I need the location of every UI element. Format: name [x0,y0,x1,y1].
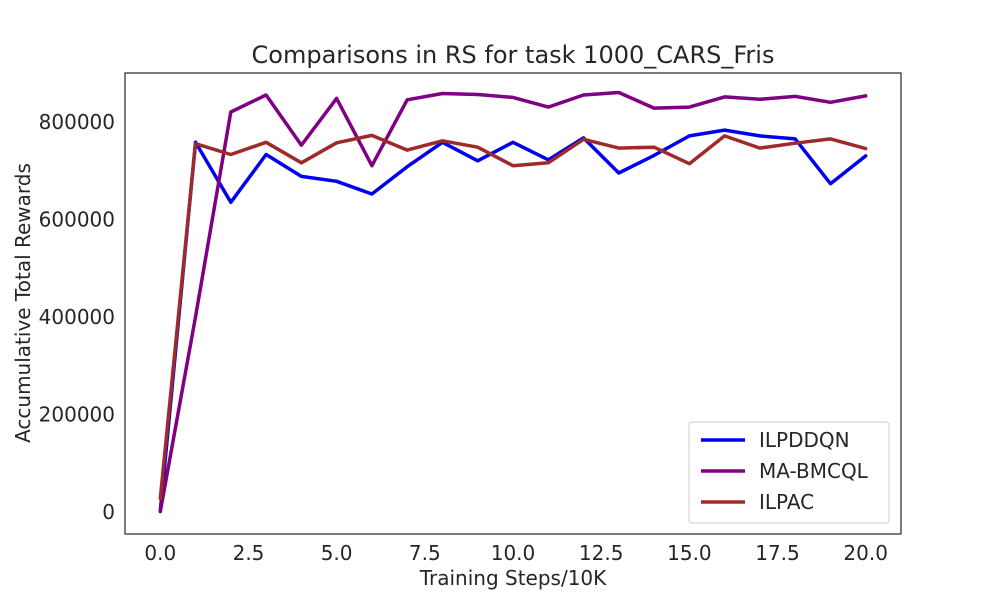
series-layer [158,90,868,514]
legend-label-ma-bmcql: MA-BMCQL [759,459,869,483]
series-line-ma-bmcql [158,90,868,514]
x-tick-label: 17.5 [755,541,800,565]
y-tick-label: 0 [102,500,115,524]
x-axis-label: Training Steps/10K [419,566,607,590]
legend-box [688,421,890,524]
y-axis-label: Accumulative Total Rewards [11,163,35,443]
x-tick-label: 5.0 [321,541,353,565]
x-tick-label: 10.0 [491,541,536,565]
series-line-ilpac [158,133,868,501]
x-tick-label: 12.5 [579,541,624,565]
legend-label-ilpac: ILPAC [759,490,814,514]
x-tick-label: 7.5 [409,541,441,565]
legend: ILPDDQN MA-BMCQL ILPAC [688,421,890,524]
y-tick-labels: 0 200000 400000 600000 800000 [39,110,115,524]
x-tick-label: 20.0 [843,541,888,565]
x-tick-label: 0.0 [144,541,176,565]
y-tick-label: 600000 [39,207,115,231]
plot-frame [124,72,902,535]
x-tick-label: 2.5 [233,541,265,565]
y-tick-label: 800000 [39,110,115,134]
series-line-ilpddqn [158,128,868,513]
chart-title: Comparisons in RS for task 1000_CARS_Fri… [252,41,775,69]
legend-label-ilpddqn: ILPDDQN [759,428,850,452]
x-tick-label: 15.0 [667,541,712,565]
x-tick-labels: 0.0 2.5 5.0 7.5 10.0 12.5 15.0 17.5 20.0 [144,541,888,565]
y-tick-label: 400000 [39,305,115,329]
y-tick-label: 200000 [39,403,115,427]
